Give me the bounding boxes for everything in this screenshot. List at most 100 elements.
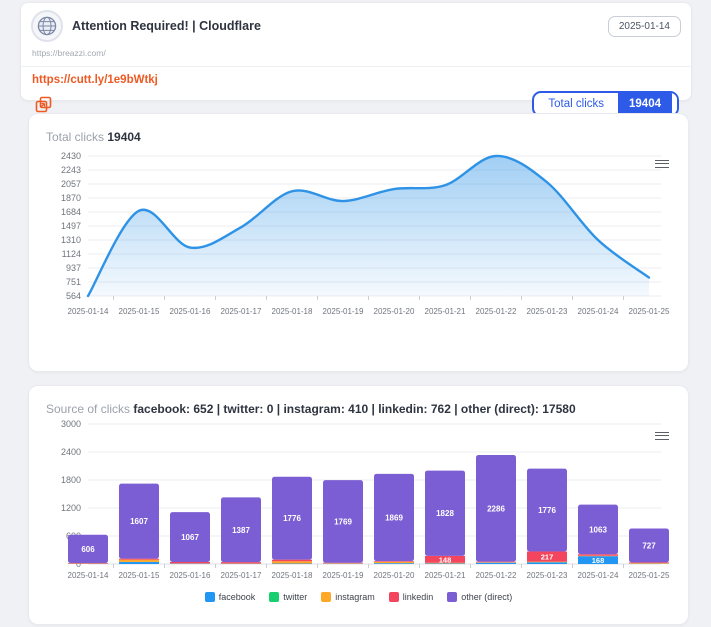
chart-text: 1684 xyxy=(61,207,81,217)
legend-item-instagram[interactable]: instagram xyxy=(321,592,375,602)
otherdirect-swatch xyxy=(447,592,458,602)
clicks-card-title: Total clicks 19404 xyxy=(29,114,688,144)
facebook-swatch xyxy=(204,592,215,602)
chart-text: 2025-01-20 xyxy=(374,307,415,316)
bar-segment-linkedin xyxy=(170,561,210,564)
chart-text: 2025-01-16 xyxy=(170,571,211,580)
area-line xyxy=(86,154,651,298)
destination-url: https://breazzi.com/ xyxy=(32,48,106,58)
source-of-clicks-card: Source of clicks facebook: 652 | twitter… xyxy=(28,385,689,625)
legend-label: linkedin xyxy=(402,592,434,602)
chart-text: 217 xyxy=(541,553,554,562)
chart-text: 2025-01-18 xyxy=(272,307,313,316)
total-clicks-card: Total clicks 19404 564 751 937 1124 1310 1497… xyxy=(28,113,689,372)
hamburger-menu-icon[interactable] xyxy=(652,426,672,445)
bar-segment-instagram xyxy=(527,561,567,563)
hamburger-menu-icon[interactable] xyxy=(652,154,672,173)
bar-segment-linkedin xyxy=(425,555,465,563)
chart-text: 3000 xyxy=(61,419,81,429)
bar-segment-linkedin xyxy=(221,562,261,564)
bar-segment-other (direct) xyxy=(221,497,261,563)
legend-item-otherdirect[interactable]: other (direct) xyxy=(447,592,512,602)
bar-segment-other (direct) xyxy=(425,470,465,556)
chart-text: 2025-01-17 xyxy=(221,307,262,316)
bar-segment-other (direct) xyxy=(578,504,618,555)
legend-item-twitter[interactable]: twitter xyxy=(269,592,307,602)
bar-segment-facebook xyxy=(527,562,567,564)
chart-text: 2025-01-22 xyxy=(476,307,517,316)
bar-segment-linkedin xyxy=(374,561,414,562)
twitter-swatch xyxy=(269,592,280,602)
chart-text: 2025-01-19 xyxy=(323,307,364,316)
chart-text: 2430 xyxy=(61,151,81,161)
chart-text: 1828 xyxy=(436,509,454,518)
chart-text: 1063 xyxy=(589,525,607,534)
chart-text: 1800 xyxy=(61,475,81,485)
legend-label: twitter xyxy=(283,592,308,602)
chart-text: 2025-01-20 xyxy=(374,571,415,580)
area-fill xyxy=(88,155,649,296)
bar-segment-other (direct) xyxy=(629,528,669,563)
total-clicks-value: 19404 xyxy=(618,93,672,115)
chart-text: 1497 xyxy=(61,221,81,231)
bar-segment-other (direct) xyxy=(476,454,516,562)
chart-text: 1776 xyxy=(538,506,556,515)
chart-text: 2025-01-23 xyxy=(527,307,568,316)
chart-text: 2025-01-23 xyxy=(527,571,568,580)
total-clicks-pill[interactable]: Total clicks 19404 xyxy=(532,91,679,117)
site-favicon xyxy=(31,10,63,42)
source-of-clicks-bar-chart: 060012001800240030006062025-01-141607202… xyxy=(61,419,670,580)
clicks-card-title-label: Total clicks xyxy=(46,130,105,144)
chart-text: 148 xyxy=(439,555,452,564)
chart-text: 2025-01-19 xyxy=(323,571,364,580)
chart-text: 1607 xyxy=(130,517,148,526)
bar-segment-linkedin xyxy=(629,562,669,564)
bar-segment-facebook xyxy=(374,563,414,564)
chart-text: 2400 xyxy=(61,447,81,457)
bar-segment-facebook xyxy=(476,562,516,564)
chart-text: 1387 xyxy=(232,526,250,535)
bar-segment-facebook xyxy=(119,561,159,564)
chart-text: 2025-01-21 xyxy=(425,571,466,580)
chart-text: 168 xyxy=(592,556,605,565)
legend-item-linkedin[interactable]: linkedin xyxy=(388,592,434,602)
clicks-card-title-value: 19404 xyxy=(107,130,141,144)
bar-segment-linkedin xyxy=(323,562,363,564)
chart-text: 564 xyxy=(66,291,81,301)
chart-text: 2286 xyxy=(487,504,505,513)
legend-label: facebook xyxy=(218,592,256,602)
chart-text: 937 xyxy=(66,263,81,273)
chart-text: 2025-01-22 xyxy=(476,571,517,580)
chart-text: 751 xyxy=(66,277,81,287)
chart-text: 1310 xyxy=(61,235,81,245)
chart-text: 2025-01-25 xyxy=(629,307,670,316)
bar-segment-linkedin xyxy=(272,559,312,562)
bar-segment-linkedin xyxy=(476,561,516,563)
chart-text: 2025-01-17 xyxy=(221,571,262,580)
sources-card-title-label: Source of clicks xyxy=(46,402,131,416)
header-title-row: Attention Required! | Cloudflare 2025-01… xyxy=(21,3,691,42)
date-badge[interactable]: 2025-01-14 xyxy=(607,15,681,37)
legend-item-facebook[interactable]: facebook xyxy=(204,592,256,602)
short-url-link[interactable]: https://cutt.ly/1e9bWtkj xyxy=(32,74,158,86)
chart-text: 2025-01-14 xyxy=(68,571,109,580)
bar-segment-other (direct) xyxy=(272,476,312,560)
instagram-swatch xyxy=(321,592,332,602)
bar-segment-instagram xyxy=(119,559,159,562)
chart-text: 2025-01-18 xyxy=(272,571,313,580)
chart-text: 2243 xyxy=(61,165,81,175)
chart-text: 1870 xyxy=(61,193,81,203)
bar-segment-other (direct) xyxy=(323,480,363,563)
bar-segment-other (direct) xyxy=(68,534,108,564)
copy-icon xyxy=(34,95,53,114)
bar-segment-other (direct) xyxy=(170,512,210,562)
copy-button[interactable] xyxy=(32,93,55,116)
chart-text: 2025-01-15 xyxy=(119,307,160,316)
bar-segment-instagram xyxy=(629,563,669,564)
chart-text: 2057 xyxy=(61,179,81,189)
page-title: Attention Required! | Cloudflare xyxy=(72,19,261,33)
chart-text: 606 xyxy=(81,545,95,554)
chart-text: 2025-01-25 xyxy=(629,571,670,580)
total-clicks-label: Total clicks xyxy=(548,98,605,110)
chart-text: 727 xyxy=(642,541,656,550)
